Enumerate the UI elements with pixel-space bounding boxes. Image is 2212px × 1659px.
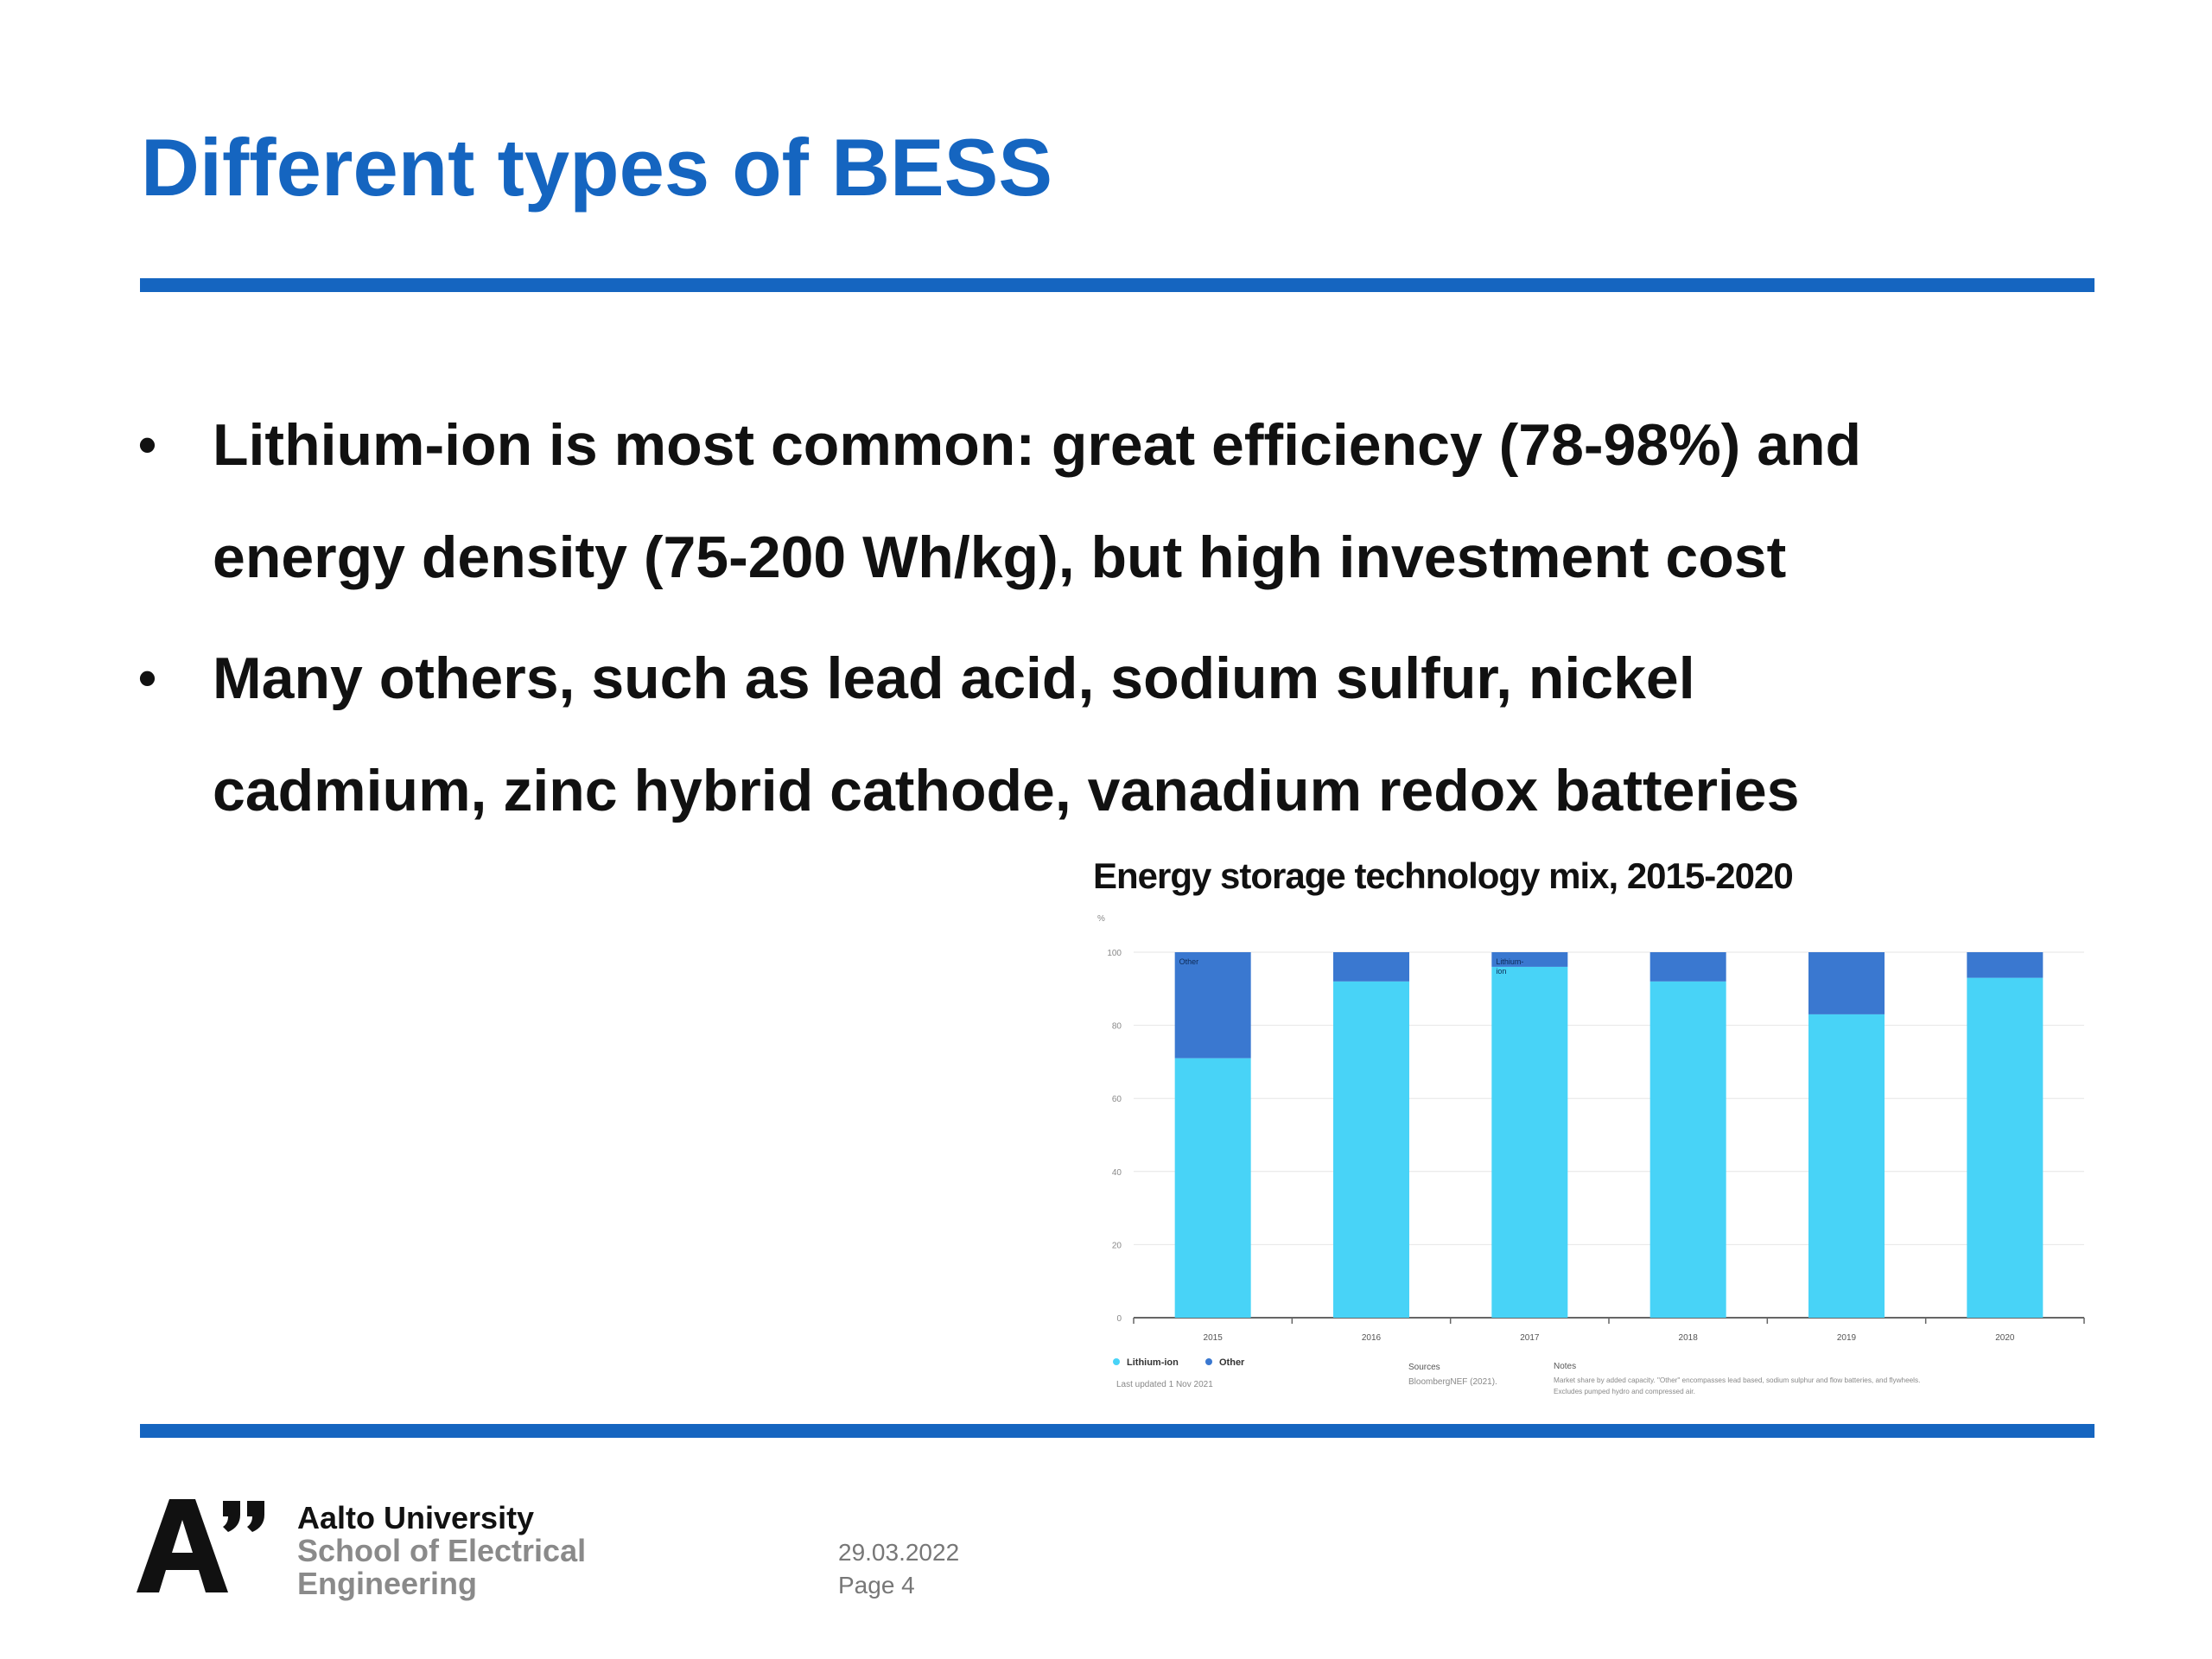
bar-lithium-ion-2019: [1808, 1014, 1885, 1318]
slide-page-number: Page 4: [838, 1572, 915, 1599]
y-tick-label: 40: [1112, 1168, 1122, 1178]
legend-swatch-other: [1205, 1358, 1212, 1365]
logo-quote-mark-1: [223, 1501, 240, 1532]
bullet-dot: •: [138, 649, 157, 707]
x-tick-label: 2020: [1995, 1333, 2015, 1343]
notes-label: Notes: [1554, 1362, 1576, 1371]
bar-annotation: Lithium-ion: [1496, 957, 1523, 976]
y-tick-label: 20: [1112, 1241, 1122, 1250]
bar-lithium-ion-2017: [1491, 966, 1568, 1318]
y-tick-label: 0: [1116, 1314, 1122, 1324]
bullet-1-line-1: Lithium-ion is most common: great effici…: [213, 412, 1862, 478]
slide-meta: 29.03.2022 Page 4: [838, 1536, 959, 1602]
bullet-item-2: • Many others, such as lead acid, sodium…: [138, 622, 2091, 847]
x-tick-label: 2018: [1679, 1333, 1699, 1343]
energy-storage-chart: Energy storage technology mix, 2015-2020…: [1090, 855, 2101, 1408]
x-tick-label: 2015: [1204, 1333, 1224, 1343]
bullet-2-line-2: cadmium, zinc hybrid cathode, vanadium r…: [213, 758, 1800, 823]
top-divider: [140, 278, 2094, 292]
bullet-item-1: • Lithium-ion is most common: great effi…: [138, 389, 2091, 613]
last-updated-text: Last updated 1 Nov 2021: [1116, 1380, 1213, 1389]
slide-title: Different types of BESS: [141, 122, 1053, 213]
bar-other-2020: [1967, 952, 2044, 978]
sources-label: Sources: [1408, 1363, 1440, 1372]
chart-title: Energy storage technology mix, 2015-2020: [1093, 855, 1794, 896]
bar-other-2015: [1174, 952, 1251, 1058]
y-tick-label: 100: [1107, 949, 1122, 958]
org-line-1: Aalto University: [297, 1500, 535, 1535]
aalto-logo: [137, 1499, 264, 1592]
org-line-2: School of Electrical: [297, 1533, 587, 1568]
bar-lithium-ion-2018: [1649, 981, 1726, 1318]
bar-other-2017: [1491, 952, 1568, 967]
chart-svg: % 0 20 40 60 80 100 2015 2016 2017 2018 2019 2020 Oth…: [1097, 914, 2085, 1395]
bullet-dot: •: [138, 416, 157, 474]
legend-label: Lithium-ion: [1127, 1357, 1179, 1368]
y-tick-label: 60: [1112, 1095, 1122, 1104]
bar-lithium-ion-2020: [1967, 977, 2044, 1318]
bar-lithium-ion-2015: [1174, 1058, 1251, 1318]
notes-text-line-2: Excludes pumped hydro and compressed air…: [1554, 1388, 1695, 1395]
y-axis-unit-label: %: [1097, 914, 1105, 924]
legend-swatch-lithium-ion: [1113, 1358, 1120, 1365]
legend-label: Other: [1219, 1357, 1245, 1368]
bullet-list: • Lithium-ion is most common: great effi…: [138, 389, 2091, 855]
bar-other-2019: [1808, 952, 1885, 1014]
notes-text-line-1: Market share by added capacity. "Other" …: [1554, 1376, 1920, 1384]
bar-other-2016: [1333, 952, 1409, 982]
x-tick-label: 2019: [1837, 1333, 1857, 1343]
bottom-divider: [140, 1424, 2094, 1438]
y-tick-label: 80: [1112, 1022, 1122, 1032]
bullet-2-line-1: Many others, such as lead acid, sodium s…: [213, 645, 1695, 711]
sources-text: BloombergNEF (2021).: [1408, 1377, 1497, 1387]
bar-other-2018: [1649, 952, 1726, 982]
x-tick-label: 2017: [1520, 1333, 1540, 1343]
bar-lithium-ion-2016: [1333, 981, 1409, 1318]
organization-name: Aalto University School of Electrical En…: [297, 1502, 586, 1600]
org-line-3: Engineering: [297, 1566, 478, 1601]
bar-annotation: Other: [1179, 957, 1199, 966]
logo-quote-mark-2: [247, 1501, 264, 1532]
slide-date: 29.03.2022: [838, 1539, 960, 1566]
bullet-1-line-2: energy density (75-200 Wh/kg), but high …: [213, 524, 1787, 590]
x-tick-label: 2016: [1362, 1333, 1382, 1343]
logo-a-counter: [172, 1520, 193, 1553]
